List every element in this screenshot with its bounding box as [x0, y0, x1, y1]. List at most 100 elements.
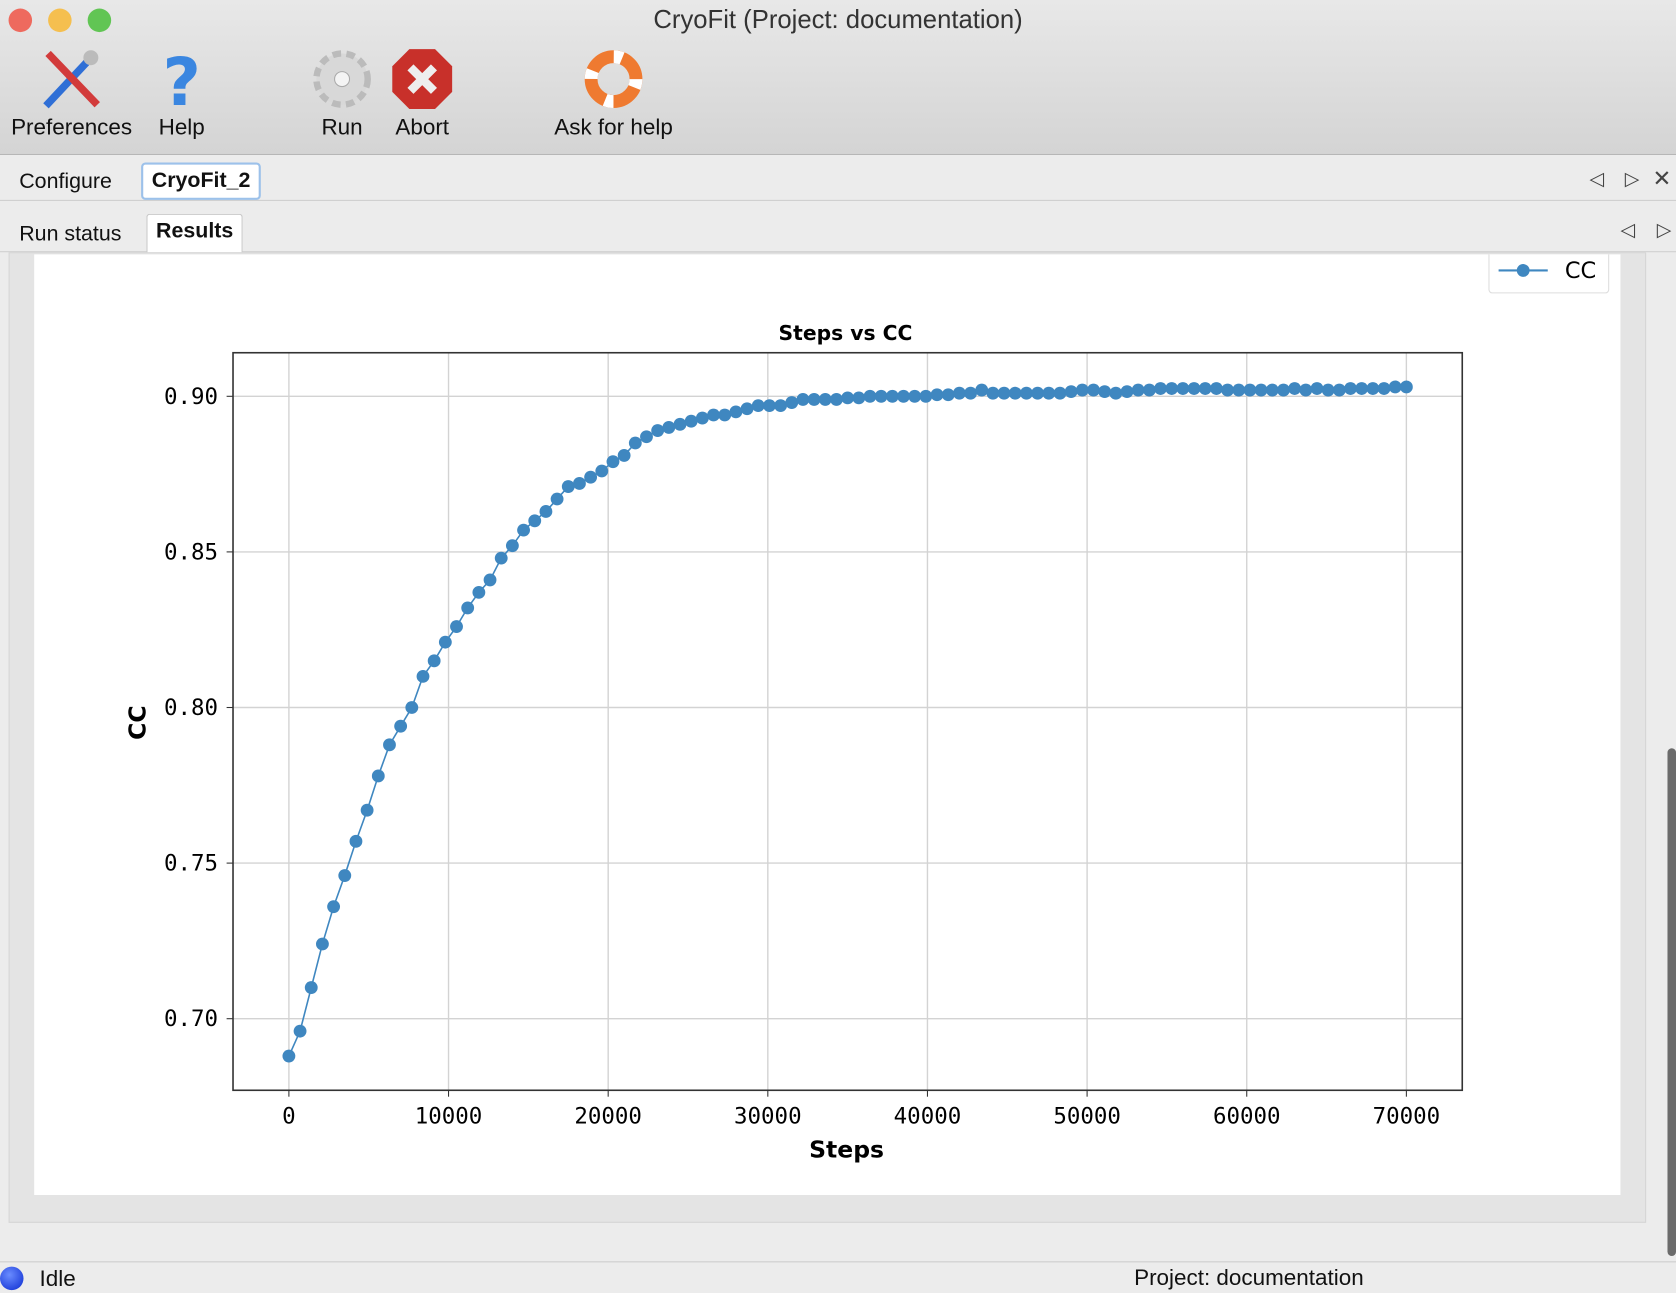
cc-data-point — [1098, 385, 1112, 399]
close-tab-icon[interactable]: ✕ — [1652, 166, 1672, 192]
cc-data-point — [1053, 386, 1067, 400]
x-tick-label: 10000 — [415, 1103, 483, 1129]
run-label: Run — [321, 115, 363, 141]
cc-data-point — [1008, 386, 1022, 400]
cc-data-point — [349, 834, 363, 848]
cc-data-point — [1377, 382, 1391, 395]
tab-configure[interactable]: Configure — [19, 169, 112, 194]
status-project: Project: documentation — [1134, 1265, 1364, 1291]
cc-data-point — [371, 769, 385, 783]
x-tick-label: 50000 — [1053, 1103, 1121, 1129]
cc-data-point — [852, 391, 866, 405]
cc-data-point — [1176, 382, 1190, 395]
cc-data-point — [304, 981, 318, 994]
cc-data-point — [952, 386, 966, 400]
cc-data-point — [729, 405, 743, 419]
tools-icon — [43, 50, 100, 109]
cc-data-point — [617, 449, 631, 462]
tab-scroll-left-icon[interactable]: ◁ — [1589, 167, 1605, 190]
cc-data-point — [494, 551, 508, 565]
cc-data-point — [807, 393, 821, 406]
cc-data-point — [863, 389, 877, 403]
tab-cryofit-2[interactable]: CryoFit_2 — [141, 162, 262, 200]
legend-marker — [1516, 264, 1530, 277]
project-tabs: Configure CryoFit_2 ◁ ▷ ✕ — [0, 154, 1676, 201]
preferences-button[interactable]: Preferences — [6, 47, 136, 141]
svg-text:?: ? — [162, 47, 200, 111]
subtab-scroll-left-icon[interactable]: ◁ — [1620, 219, 1636, 241]
cc-data-point — [282, 1049, 296, 1063]
cc-data-point — [740, 402, 754, 416]
tab-scroll-right-icon[interactable]: ▷ — [1624, 167, 1640, 190]
cc-data-point — [640, 430, 653, 444]
cc-data-point — [1142, 383, 1156, 397]
cc-data-point — [997, 386, 1011, 400]
cc-chart: Steps vs CC Steps CC 0 10000 20000 30000 400… — [123, 249, 1610, 1164]
cc-data-point — [528, 514, 542, 528]
cc-data-point — [1366, 382, 1380, 395]
cc-data-point — [1321, 383, 1335, 397]
cc-data-point — [964, 386, 977, 400]
abort-label: Abort — [395, 115, 450, 141]
cc-data-point — [1120, 385, 1134, 399]
status-text: Idle — [39, 1266, 76, 1292]
cc-data-point — [394, 719, 408, 733]
vertical-scrollbar[interactable] — [1667, 748, 1676, 1256]
close-window-button[interactable] — [8, 8, 33, 33]
x-axis-label: Steps — [809, 1136, 884, 1164]
cc-data-point — [450, 620, 463, 634]
result-tabs: Run status Results ◁ ▷ — [0, 203, 1676, 261]
cc-data-point — [383, 738, 396, 752]
tab-run-status[interactable]: Run status — [19, 222, 122, 246]
cc-data-point — [517, 523, 530, 537]
cc-data-point — [1243, 383, 1257, 397]
cc-data-point — [919, 389, 933, 403]
cc-data-point — [472, 585, 486, 599]
cc-series-line — [288, 386, 1407, 1057]
x-tick-label: 30000 — [734, 1103, 802, 1129]
cc-data-point — [561, 480, 575, 493]
plot-frame — [232, 351, 1464, 1092]
x-tick-label: 60000 — [1213, 1103, 1281, 1129]
cc-data-point — [763, 399, 776, 413]
cc-data-point — [1075, 383, 1089, 397]
cc-data-point — [1310, 382, 1324, 395]
stop-x-icon — [392, 49, 453, 110]
cc-data-point — [897, 389, 910, 403]
subtab-scroll-right-icon[interactable]: ▷ — [1656, 219, 1672, 241]
minimize-window-button[interactable] — [48, 8, 72, 33]
cc-data-point — [405, 701, 419, 714]
cc-data-point — [1187, 382, 1201, 395]
legend-label: CC — [1565, 258, 1596, 284]
cc-data-point — [1042, 386, 1056, 400]
y-tick-label: 0.80 — [164, 695, 218, 721]
legend: CC — [1488, 249, 1610, 294]
cc-data-point — [505, 539, 519, 553]
cc-data-point — [1232, 383, 1246, 397]
y-axis-label: CC — [123, 705, 151, 739]
cc-data-point — [1031, 386, 1045, 400]
cc-data-point — [841, 391, 855, 405]
cc-data-point — [606, 455, 620, 469]
cc-data-point — [1131, 383, 1145, 397]
lifebuoy-icon — [584, 50, 643, 108]
cc-data-point — [1064, 385, 1078, 399]
chart-title: Steps vs CC — [779, 321, 913, 345]
cc-data-point — [539, 505, 553, 518]
cc-data-point — [695, 411, 709, 425]
ask-for-help-button[interactable]: Ask for help — [545, 47, 682, 141]
cc-data-point — [818, 393, 832, 406]
abort-button[interactable]: Abort — [385, 47, 460, 141]
y-tick-label: 0.85 — [164, 539, 218, 565]
cc-data-point — [673, 417, 687, 431]
run-button[interactable]: Run — [310, 47, 374, 141]
cc-data-point — [1221, 383, 1234, 397]
zoom-window-button[interactable] — [87, 8, 112, 33]
status-bar: Idle Project: documentation — [0, 1261, 1676, 1293]
ask-for-help-label: Ask for help — [554, 115, 673, 141]
question-mark-icon: ? — [162, 47, 200, 111]
cc-data-point — [427, 654, 441, 668]
cc-data-point — [1154, 382, 1167, 395]
help-button[interactable]: ? Help — [150, 47, 214, 141]
cc-data-point — [1209, 382, 1223, 395]
